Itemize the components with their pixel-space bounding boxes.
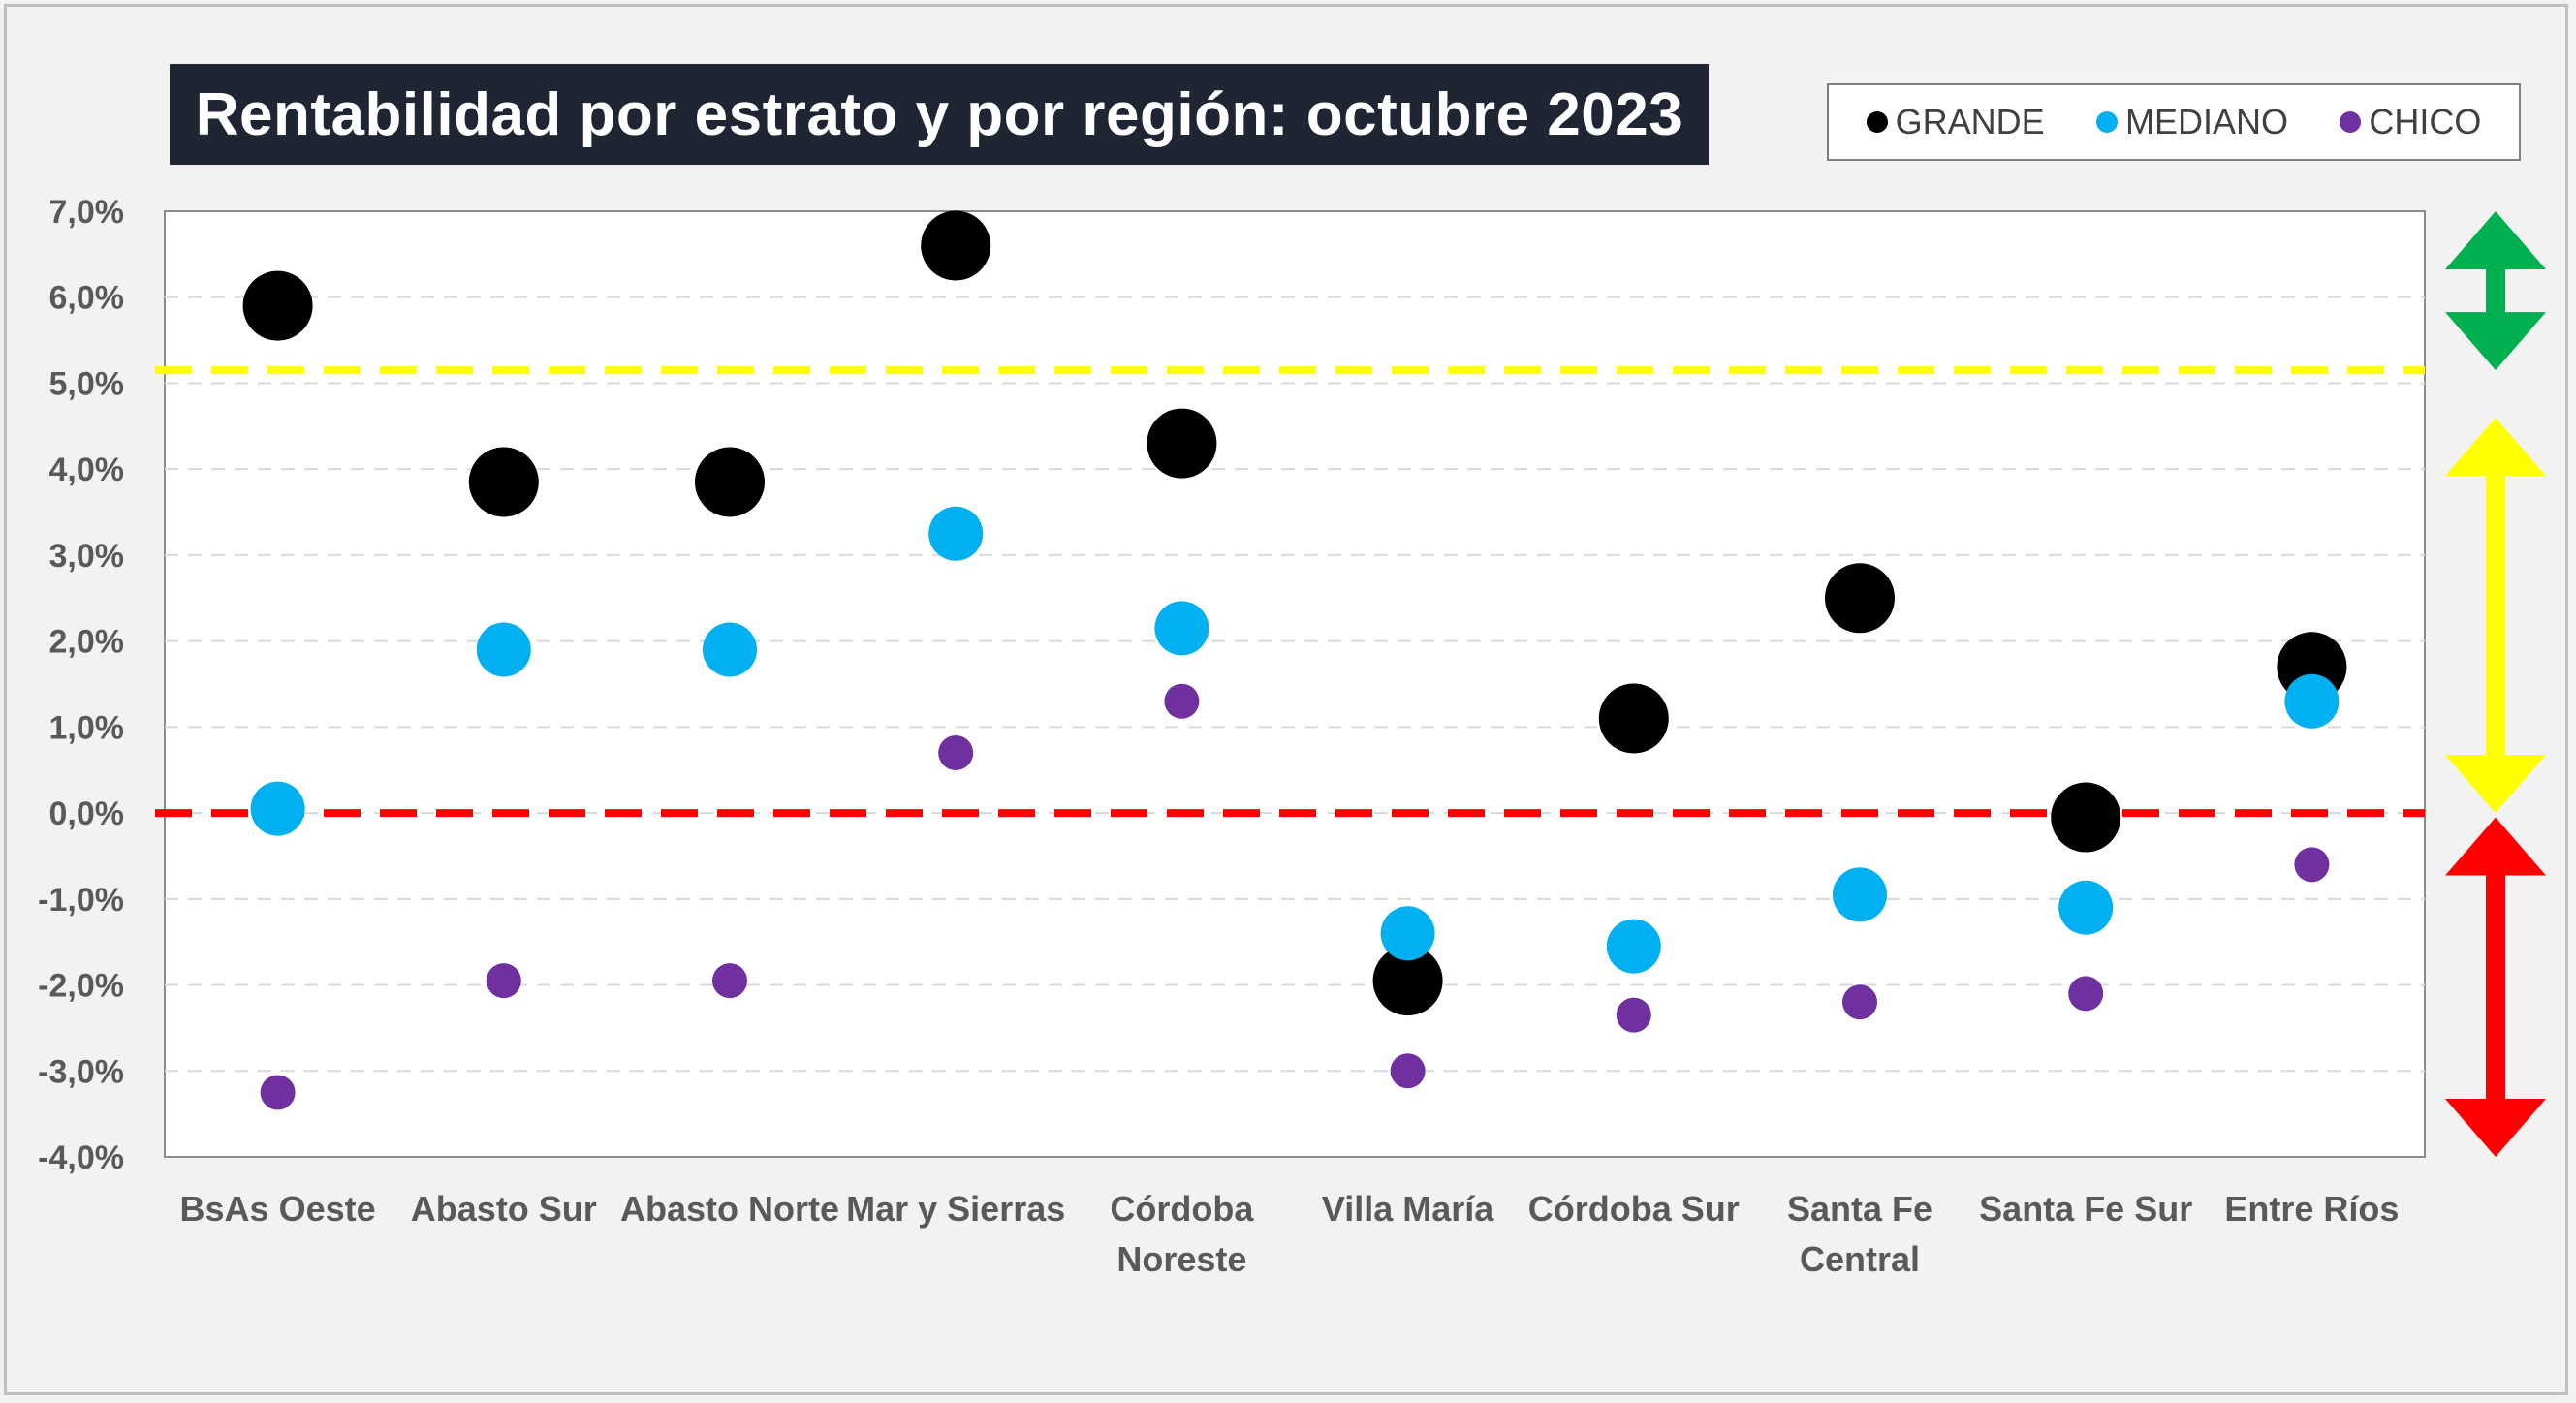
y-tick-label: -1,0% bbox=[38, 882, 124, 919]
zone-arrow-icon bbox=[2445, 817, 2546, 1157]
point-mediano bbox=[703, 622, 757, 677]
y-tick-label: 1,0% bbox=[49, 709, 125, 746]
point-mediano bbox=[1154, 601, 1209, 656]
legend-marker bbox=[2096, 111, 2118, 133]
legend-label: CHICO bbox=[2369, 102, 2482, 141]
point-grande bbox=[242, 270, 313, 341]
legend: GRANDE MEDIANO CHICO bbox=[1827, 83, 2521, 161]
legend-item-mediano: MEDIANO bbox=[2096, 102, 2288, 142]
legend-item-chico: CHICO bbox=[2340, 102, 2481, 142]
x-category-label: Noreste bbox=[1116, 1239, 1246, 1279]
point-grande bbox=[695, 447, 765, 517]
point-chico bbox=[712, 963, 747, 999]
point-mediano bbox=[1833, 867, 1887, 922]
plot-area bbox=[164, 210, 2426, 1158]
point-chico bbox=[1164, 683, 1200, 719]
y-tick-label: 0,0% bbox=[49, 795, 125, 832]
x-category-label: Mar y Sierras bbox=[846, 1189, 1065, 1229]
y-tick-label: 2,0% bbox=[49, 624, 125, 661]
point-chico bbox=[2294, 847, 2330, 883]
legend-label: GRANDE bbox=[1895, 102, 2045, 141]
point-mediano bbox=[476, 622, 531, 677]
y-tick-label: -3,0% bbox=[38, 1053, 124, 1090]
point-grande bbox=[1598, 683, 1669, 754]
legend-marker bbox=[1866, 111, 1888, 133]
point-chico bbox=[1616, 997, 1651, 1033]
x-category-label: Villa María bbox=[1322, 1189, 1494, 1229]
point-chico bbox=[938, 734, 974, 770]
point-mediano bbox=[1606, 919, 1661, 974]
y-tick-label: 4,0% bbox=[49, 452, 125, 488]
point-chico bbox=[2068, 976, 2104, 1012]
data-points bbox=[242, 210, 2347, 1110]
point-grande bbox=[921, 210, 991, 281]
point-grande bbox=[2051, 782, 2121, 853]
legend-item-grande: GRANDE bbox=[1866, 102, 2045, 142]
point-grande bbox=[1147, 408, 1217, 479]
point-mediano bbox=[2284, 673, 2340, 729]
x-category-label: Entre Ríos bbox=[2224, 1189, 2399, 1229]
zone-arrow-icon bbox=[2445, 417, 2546, 814]
point-mediano bbox=[2058, 880, 2114, 935]
point-chico bbox=[1390, 1053, 1426, 1089]
zone-arrows bbox=[2445, 211, 2546, 1157]
y-tick-label: 5,0% bbox=[49, 365, 125, 402]
point-grande bbox=[1825, 563, 1895, 634]
y-tick-label: 3,0% bbox=[49, 538, 125, 575]
reference-lines bbox=[155, 366, 2425, 818]
point-mediano bbox=[250, 781, 305, 836]
point-chico bbox=[260, 1075, 296, 1110]
x-category-label: Abasto Sur bbox=[411, 1189, 597, 1229]
y-axis-tick-labels: 7,0% 6,0% 5,0% 4,0% 3,0% 2,0% 1,0% 0,0% -1,0% -2,… bbox=[38, 194, 124, 1176]
point-mediano bbox=[928, 506, 984, 561]
x-category-label: Córdoba bbox=[1110, 1189, 1254, 1229]
zone-arrow-icon bbox=[2445, 211, 2546, 371]
x-category-label: Córdoba Sur bbox=[1528, 1189, 1740, 1229]
point-mediano bbox=[1380, 906, 1435, 961]
point-chico bbox=[1842, 984, 1877, 1020]
point-chico bbox=[486, 963, 521, 999]
x-category-label: Santa Fe Sur bbox=[1979, 1189, 2192, 1229]
x-category-label: Abasto Norte bbox=[620, 1189, 839, 1229]
x-axis-category-labels: BsAs Oeste Abasto Sur Abasto Norte Mar y Si… bbox=[180, 1189, 2400, 1279]
legend-label: MEDIANO bbox=[2125, 102, 2289, 141]
y-tick-label: 7,0% bbox=[49, 194, 125, 231]
x-category-label: BsAs Oeste bbox=[180, 1189, 376, 1229]
point-grande bbox=[468, 447, 539, 517]
point-grande bbox=[1372, 946, 1443, 1016]
x-category-label: Santa Fe bbox=[1787, 1189, 1932, 1229]
y-tick-label: -2,0% bbox=[38, 968, 124, 1005]
legend-marker bbox=[2340, 111, 2362, 133]
chart-title: Rentabilidad por estrato y por región: o… bbox=[170, 64, 1709, 165]
x-category-label: Central bbox=[1800, 1239, 1920, 1279]
y-tick-label: 6,0% bbox=[49, 280, 125, 317]
y-tick-label: -4,0% bbox=[38, 1139, 124, 1176]
